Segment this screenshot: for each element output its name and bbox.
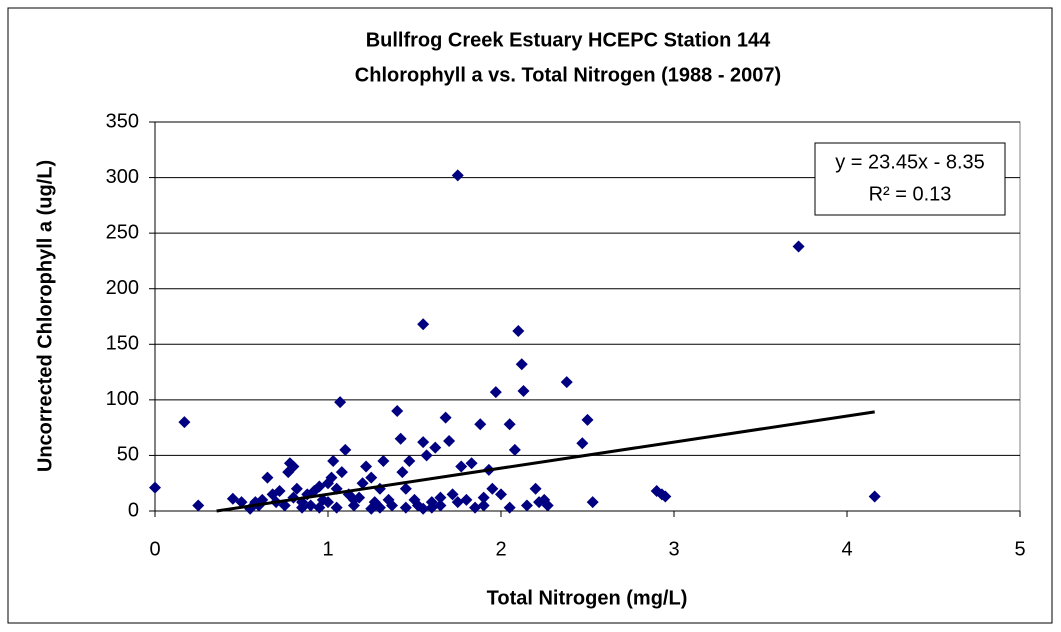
x-tick-label: 5 xyxy=(1014,538,1025,560)
data-point xyxy=(325,471,338,484)
data-point xyxy=(365,502,378,515)
x-tick-label: 2 xyxy=(495,538,506,560)
chart-subtitle: Chlorophyll a vs. Total Nitrogen (1988 -… xyxy=(355,64,781,86)
data-point xyxy=(541,499,554,512)
data-point xyxy=(503,418,516,431)
data-point xyxy=(477,491,490,504)
data-point xyxy=(434,499,447,512)
data-point xyxy=(486,482,499,495)
data-point xyxy=(529,482,542,495)
data-point xyxy=(261,471,274,484)
data-point xyxy=(517,384,530,397)
equation-box xyxy=(814,142,1006,216)
chart-title: Bullfrog Creek Estuary HCEPC Station 144 xyxy=(366,29,771,51)
data-point xyxy=(469,501,482,514)
data-point xyxy=(347,493,360,506)
trendline xyxy=(216,410,875,513)
data-point xyxy=(420,449,433,462)
data-point xyxy=(339,443,352,456)
data-point xyxy=(377,454,390,467)
data-point xyxy=(334,396,347,409)
data-point xyxy=(512,324,525,337)
x-tick-label: 4 xyxy=(841,538,852,560)
data-point xyxy=(576,437,589,450)
y-tick-label: 300 xyxy=(106,166,139,188)
data-point xyxy=(178,416,191,429)
data-point xyxy=(304,499,317,512)
data-point xyxy=(439,411,452,424)
data-point xyxy=(330,501,343,514)
data-point xyxy=(149,481,161,494)
x-tick-label: 3 xyxy=(668,538,679,560)
y-tick-label: 100 xyxy=(106,388,139,410)
data-point xyxy=(386,499,399,512)
data-point xyxy=(465,457,478,470)
data-point xyxy=(365,471,378,484)
y-tick-label: 150 xyxy=(106,333,139,355)
data-point xyxy=(313,501,326,514)
data-point xyxy=(417,318,430,331)
y-axis-label: Uncorrected Chlorophyll a (ug/L) xyxy=(34,160,56,472)
data-point xyxy=(868,490,881,503)
data-point xyxy=(495,488,507,501)
data-point xyxy=(399,482,412,495)
data-point xyxy=(503,501,516,514)
data-point xyxy=(403,454,416,467)
data-point xyxy=(417,436,430,449)
trendline-equation: y = 23.45x - 8.35 xyxy=(835,151,985,173)
x-tick-label: 1 xyxy=(322,538,333,560)
y-tick-label: 0 xyxy=(128,499,139,521)
data-point xyxy=(586,496,599,509)
data-point xyxy=(474,418,487,431)
data-point xyxy=(560,376,573,389)
data-point xyxy=(399,501,412,514)
data-point xyxy=(434,491,447,504)
trendline-r-squared: R² = 0.13 xyxy=(869,183,952,205)
y-tick-label: 200 xyxy=(106,277,139,299)
data-point xyxy=(296,501,309,514)
data-point xyxy=(322,496,334,509)
data-point xyxy=(581,413,594,426)
data-point xyxy=(356,477,369,490)
data-point xyxy=(360,460,373,473)
data-point xyxy=(455,460,468,473)
data-point xyxy=(451,169,464,182)
data-point xyxy=(792,240,805,253)
x-axis-label: Total Nitrogen (mg/L) xyxy=(487,587,688,609)
y-tick-label: 50 xyxy=(117,444,139,466)
data-point xyxy=(489,386,502,399)
data-point xyxy=(515,358,528,371)
x-tick-label: 0 xyxy=(149,538,160,560)
data-point xyxy=(443,434,456,447)
data-point xyxy=(290,482,303,495)
data-point xyxy=(396,466,409,479)
data-point xyxy=(446,488,459,501)
data-point xyxy=(429,441,442,454)
data-point xyxy=(335,466,348,479)
data-point xyxy=(417,502,430,515)
data-point xyxy=(451,496,464,509)
data-point xyxy=(391,404,404,417)
y-tick-label: 350 xyxy=(106,110,139,132)
data-point xyxy=(373,501,386,514)
data-point xyxy=(192,499,205,512)
data-point xyxy=(327,454,340,467)
data-point xyxy=(508,443,521,456)
data-point xyxy=(235,496,248,509)
y-tick-label: 250 xyxy=(106,221,139,243)
data-point xyxy=(287,460,300,473)
data-point xyxy=(460,493,473,506)
data-point xyxy=(659,490,672,503)
data-point xyxy=(425,501,438,514)
data-point xyxy=(394,432,407,445)
data-point xyxy=(273,484,286,497)
data-point xyxy=(477,499,490,512)
data-point xyxy=(520,499,533,512)
